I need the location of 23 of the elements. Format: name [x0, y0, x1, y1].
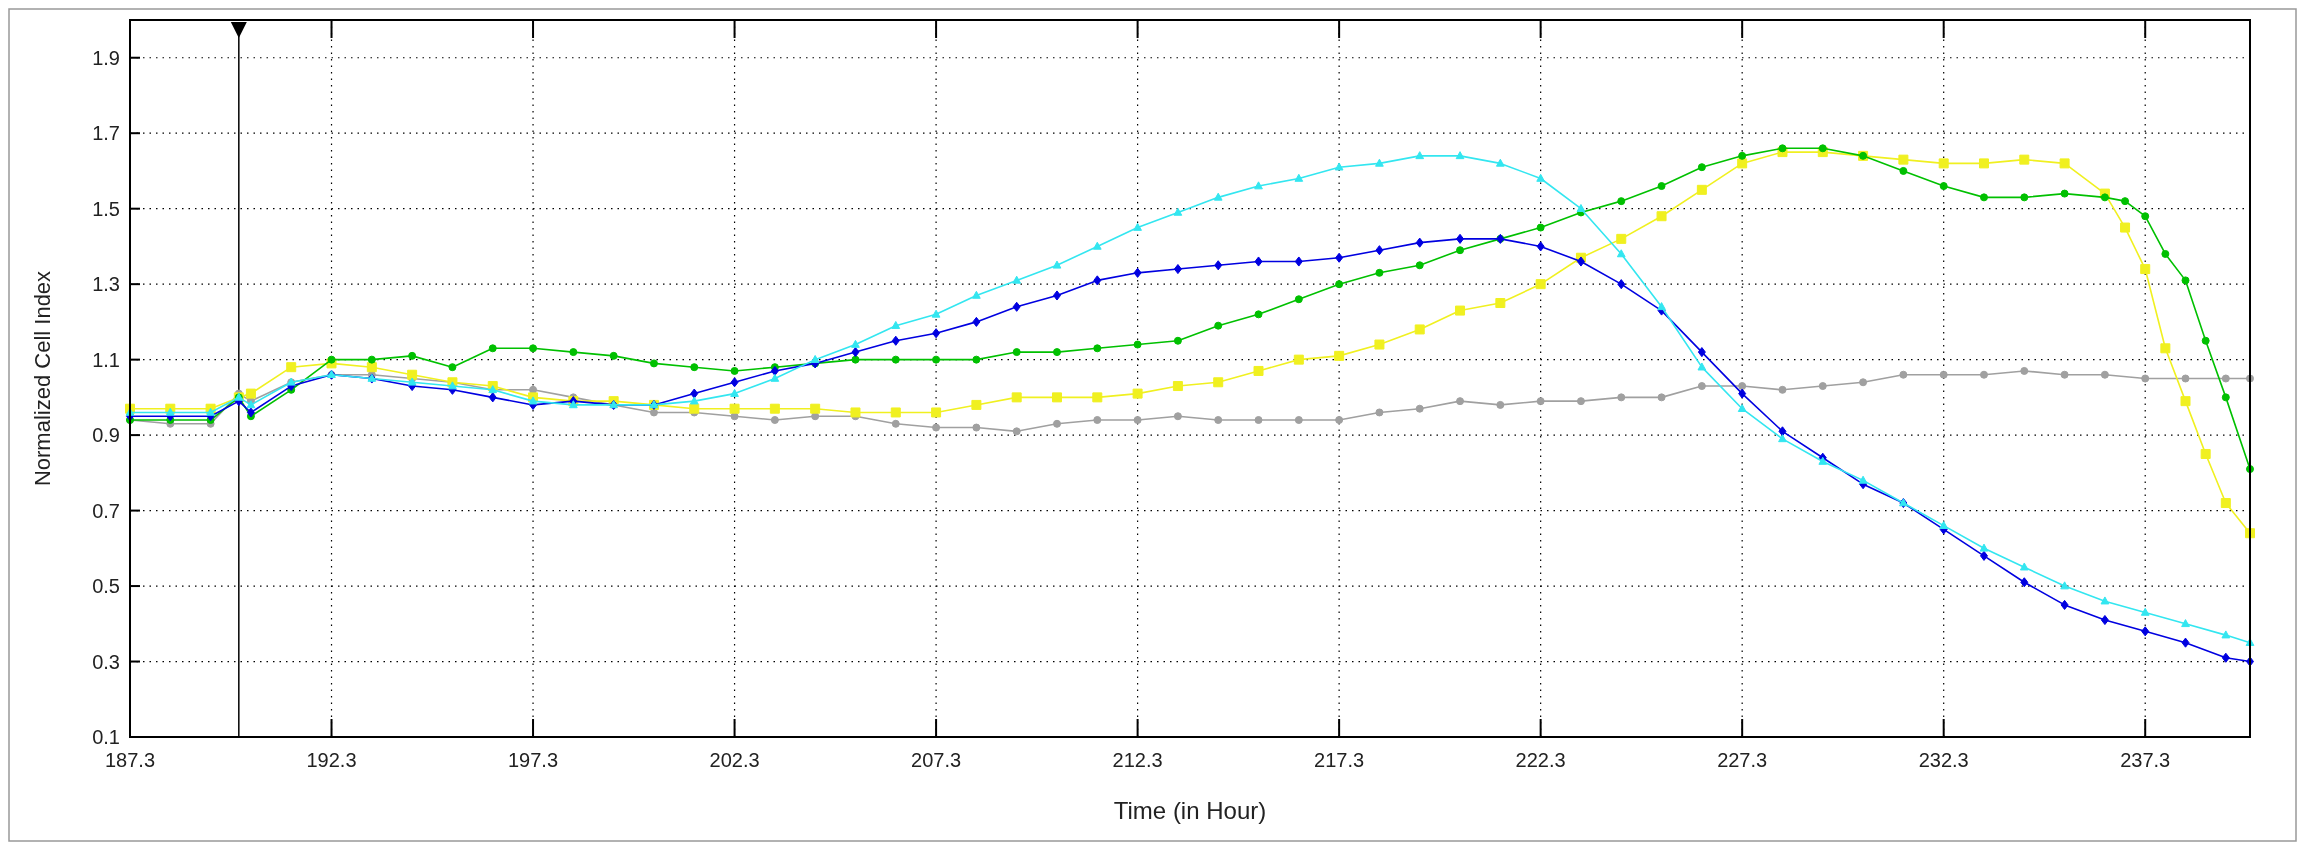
x-tick-label: 237.3	[2120, 749, 2171, 771]
y-tick-label: 1.1	[92, 348, 120, 371]
y-tick-label: 0.9	[92, 424, 120, 447]
x-tick-label: 192.3	[306, 749, 357, 771]
x-tick-label: 212.3	[1112, 749, 1163, 771]
y-tick-label: 1.5	[92, 197, 120, 220]
y-tick-label: 0.3	[92, 650, 120, 673]
y-tick-label: 1.3	[92, 273, 120, 296]
x-tick-label: 222.3	[1515, 749, 1566, 771]
y-tick-label: 0.1	[92, 726, 120, 748]
y-tick-label: 0.7	[92, 499, 120, 522]
x-tick-label: 217.3	[1314, 749, 1365, 771]
x-tick-label: 207.3	[911, 749, 962, 771]
x-tick-label: 227.3	[1717, 749, 1768, 771]
y-tick-label: 1.9	[92, 46, 120, 69]
x-tick-label: 202.3	[709, 749, 760, 771]
x-tick-label: 187.3	[104, 749, 156, 771]
y-axis-title: Normalized Cell Index	[30, 270, 55, 487]
y-tick-label: 0.5	[92, 575, 120, 598]
x-axis-title: Time (in Hour)	[1113, 797, 1267, 824]
x-tick-label: 232.3	[1918, 749, 1969, 771]
x-tick-label: 197.3	[508, 749, 559, 771]
y-tick-label: 1.7	[92, 122, 120, 145]
